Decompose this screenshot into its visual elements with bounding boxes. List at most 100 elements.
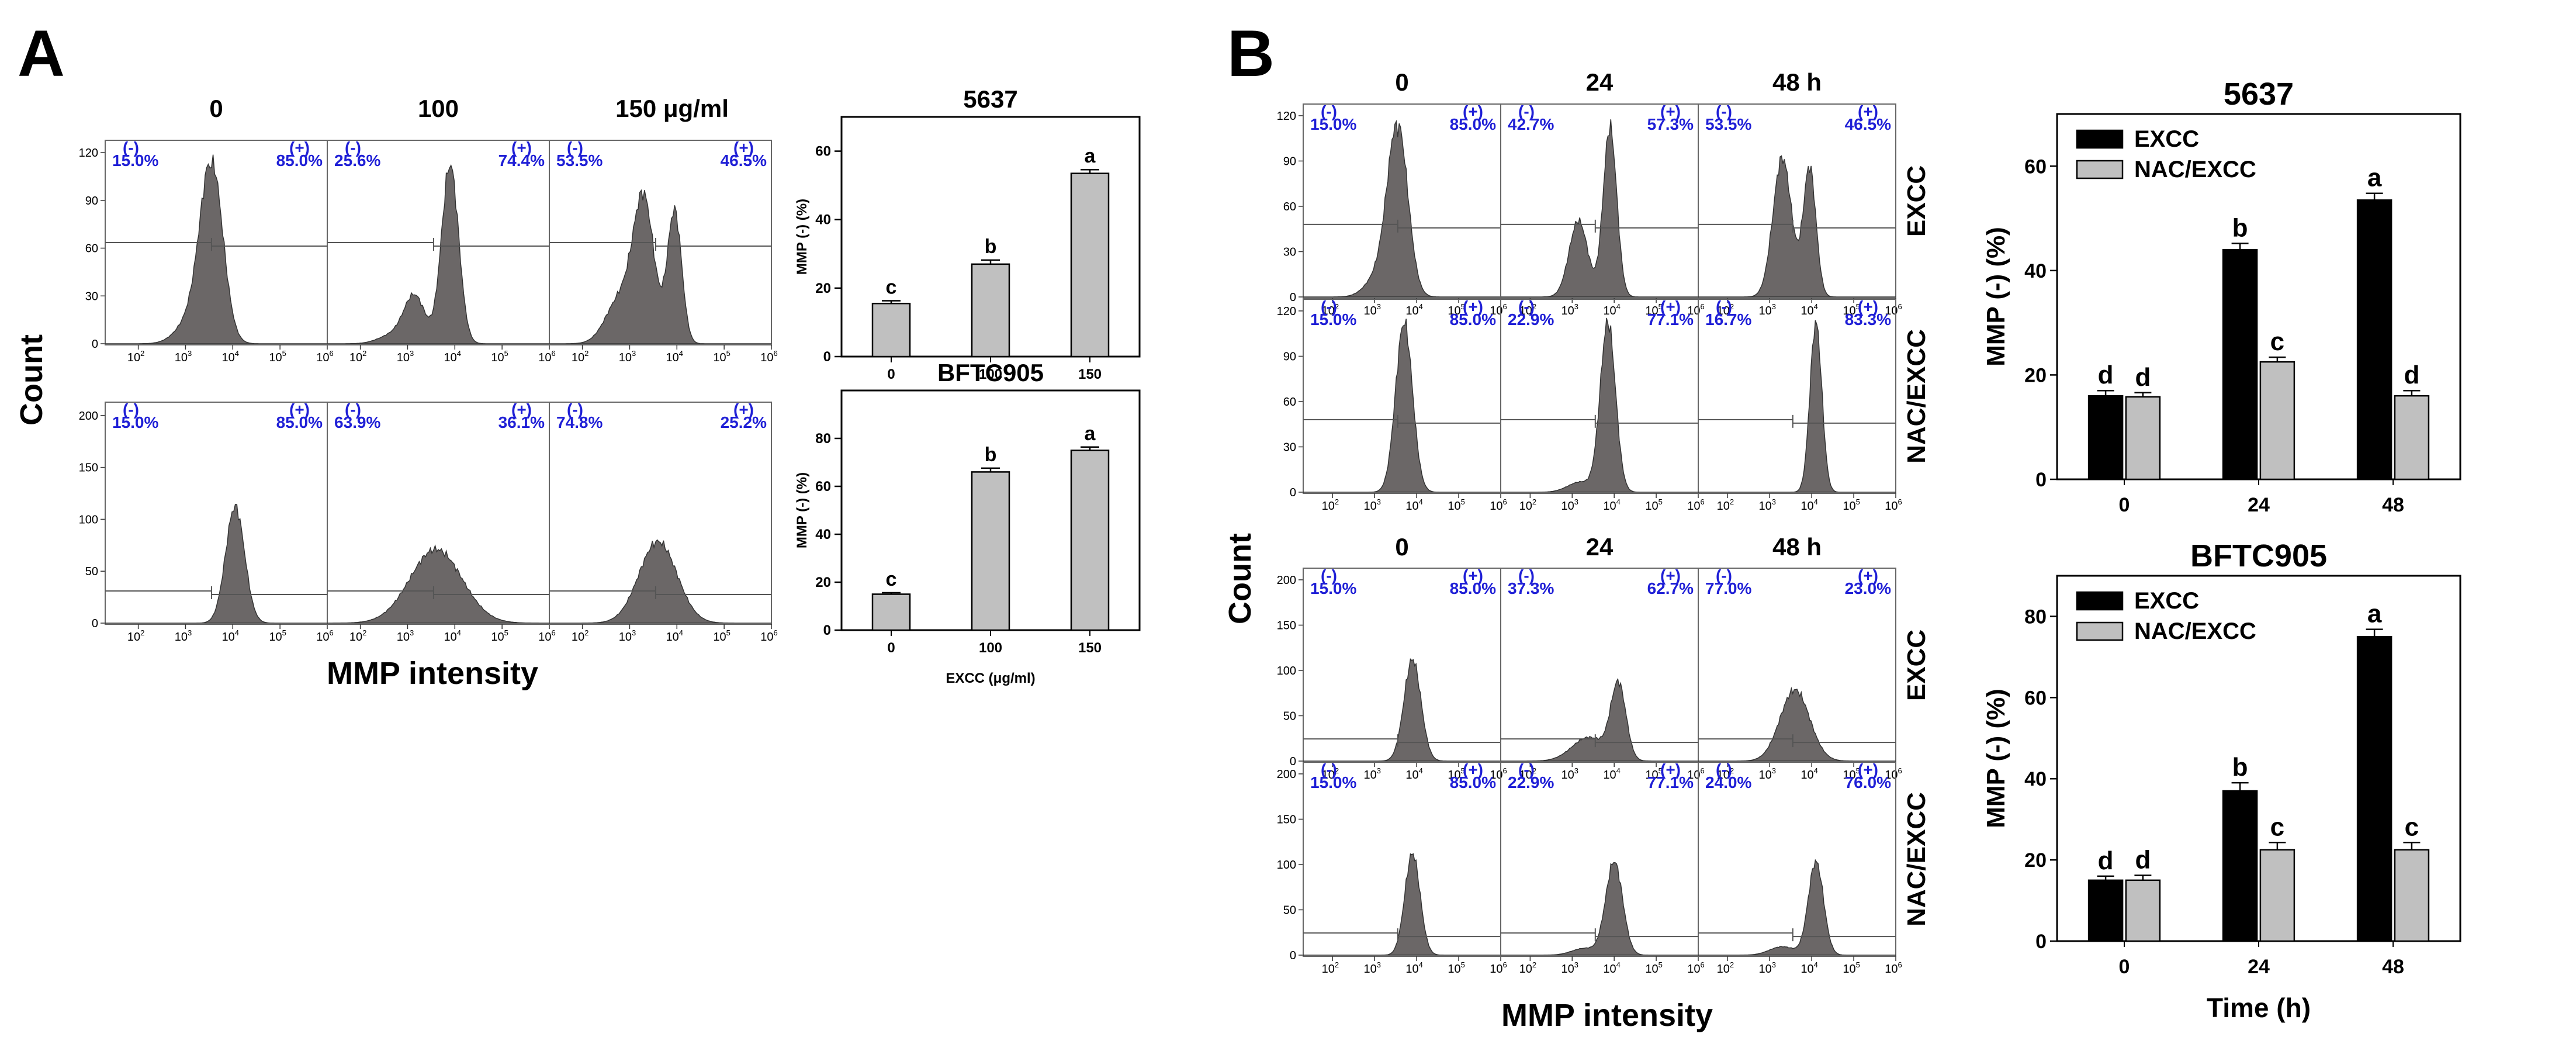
x-tick-base: 10 <box>127 351 140 364</box>
x-tick-exponent: 5 <box>504 628 508 637</box>
column-header: 48 h <box>1772 533 1822 561</box>
x-tick-exponent: 2 <box>1335 497 1339 506</box>
x-tick-base: 10 <box>175 631 188 644</box>
negative-percent: 53.5% <box>1705 115 1751 133</box>
positive-sign-label: (+) <box>1463 298 1483 316</box>
bar-chart: 5637 0 20 40 60 MMP (-) (%) 0 c 100 b 150 a <box>794 85 1141 382</box>
chart-title: BFTC905 <box>937 359 1044 386</box>
x-tick-label: 0 <box>887 367 895 382</box>
significance-letter: a <box>2367 164 2382 192</box>
histogram-plot: (-) (+)25.6% 74.4%102 103 104 105 106 <box>327 139 556 364</box>
positive-sign-label: (+) <box>511 139 532 157</box>
x-tick-label: 102 <box>349 349 366 364</box>
negative-sign-label: (-) <box>1518 298 1535 316</box>
x-tick-base: 10 <box>1885 305 1898 317</box>
x-tick-exponent: 6 <box>1503 766 1507 775</box>
x-tick-label: 103 <box>1759 960 1776 976</box>
x-tick-label: 104 <box>666 628 683 644</box>
x-tick-label: 104 <box>1801 960 1817 976</box>
x-tick-label: 105 <box>1645 497 1662 513</box>
significance-letter: c <box>2270 327 2284 356</box>
histogram-curve <box>1698 686 1896 762</box>
x-tick-base: 10 <box>1717 305 1730 317</box>
x-tick-base: 10 <box>1322 963 1335 976</box>
y-tick-label: 60 <box>1283 200 1296 213</box>
x-tick-base: 10 <box>222 631 235 644</box>
x-tick-base: 10 <box>1801 769 1813 782</box>
x-tick-base: 10 <box>619 631 632 644</box>
column-header: 100 <box>418 95 459 122</box>
x-tick-exponent: 5 <box>1461 302 1465 311</box>
x-tick-exponent: 6 <box>774 349 778 358</box>
x-tick-base: 10 <box>1405 305 1418 317</box>
histogram-curve <box>1698 859 1896 956</box>
y-tick-label: 40 <box>815 212 831 228</box>
x-tick-exponent: 6 <box>552 349 556 358</box>
y-tick-label: 40 <box>2024 260 2047 282</box>
x-tick-base: 10 <box>1717 500 1730 513</box>
negative-percent: 25.6% <box>334 151 380 170</box>
histogram-plot: (-) (+)63.9% 36.1%102 103 104 105 106 <box>327 400 556 644</box>
x-tick-exponent: 4 <box>1419 960 1423 969</box>
histogram-plot: (-) (+)16.7% 83.3%102 103 104 105 106 <box>1698 298 1902 513</box>
y-tick-label: 0 <box>2035 469 2047 491</box>
x-tick-base: 10 <box>1364 305 1377 317</box>
x-tick-base: 10 <box>1603 769 1616 782</box>
x-tick-label: 105 <box>269 628 286 644</box>
x-tick-exponent: 5 <box>1659 960 1663 969</box>
x-tick-exponent: 6 <box>1503 497 1507 506</box>
x-tick-exponent: 4 <box>235 349 239 358</box>
negative-percent: 15.0% <box>112 151 158 170</box>
x-tick-base: 10 <box>397 351 410 364</box>
chart-title: 5637 <box>963 85 1017 113</box>
y-tick-label: 30 <box>1283 246 1296 258</box>
histogram-curve <box>1303 319 1501 493</box>
x-tick-label: 106 <box>1687 302 1704 317</box>
x-tick-base: 10 <box>1364 769 1377 782</box>
negative-percent: 77.0% <box>1705 579 1751 597</box>
x-axis-label: Time (h) <box>2207 993 2311 1023</box>
x-tick-base: 10 <box>1717 769 1730 782</box>
positive-percent: 76.0% <box>1845 773 1891 791</box>
y-tick-label: 30 <box>1283 441 1296 454</box>
x-tick-label: 106 <box>1885 302 1902 317</box>
x-tick-exponent: 6 <box>330 349 334 358</box>
legend-label: EXCC <box>2134 588 2199 614</box>
y-axis-label: MMP (-) (%) <box>794 199 810 275</box>
x-tick-label: 106 <box>1687 766 1704 782</box>
x-tick-exponent: 3 <box>1574 960 1578 969</box>
x-tick-label: 104 <box>1801 497 1817 513</box>
x-tick-label: 103 <box>1759 497 1776 513</box>
x-tick-label: 105 <box>491 628 508 644</box>
y-tick-label: 80 <box>2024 606 2047 628</box>
x-tick-label: 105 <box>269 349 286 364</box>
positive-sign-label: (+) <box>1858 760 1878 779</box>
x-tick-base: 10 <box>1843 769 1855 782</box>
x-tick-base: 10 <box>1645 769 1658 782</box>
x-tick-label: 102 <box>127 628 144 644</box>
y-tick-label: 0 <box>92 338 98 351</box>
x-tick-label: 106 <box>316 628 333 644</box>
x-tick-base: 10 <box>1687 500 1700 513</box>
y-tick-label: 100 <box>1277 665 1296 677</box>
x-tick-base: 10 <box>349 631 362 644</box>
row-label: EXCC <box>1902 630 1931 701</box>
positive-sign-label: (+) <box>289 139 310 157</box>
y-tick-label: 0 <box>823 623 831 638</box>
x-tick-label: 104 <box>1801 766 1817 782</box>
histogram-curve <box>1501 677 1698 762</box>
negative-percent: 16.7% <box>1705 310 1751 329</box>
negative-sign-label: (-) <box>1716 298 1732 316</box>
histogram-frame <box>1698 103 1896 299</box>
column-header: 24 <box>1586 533 1614 561</box>
x-tick-exponent: 6 <box>1503 960 1507 969</box>
x-tick-exponent: 2 <box>1730 766 1734 775</box>
positive-sign-label: (+) <box>1660 566 1681 585</box>
x-tick-exponent: 4 <box>1814 302 1818 311</box>
histogram-curve <box>105 504 327 624</box>
x-tick-label: 106 <box>538 349 555 364</box>
y-tick-label: 0 <box>1290 291 1296 304</box>
x-tick-exponent: 2 <box>1730 497 1734 506</box>
y-tick-label: 0 <box>1290 949 1296 962</box>
